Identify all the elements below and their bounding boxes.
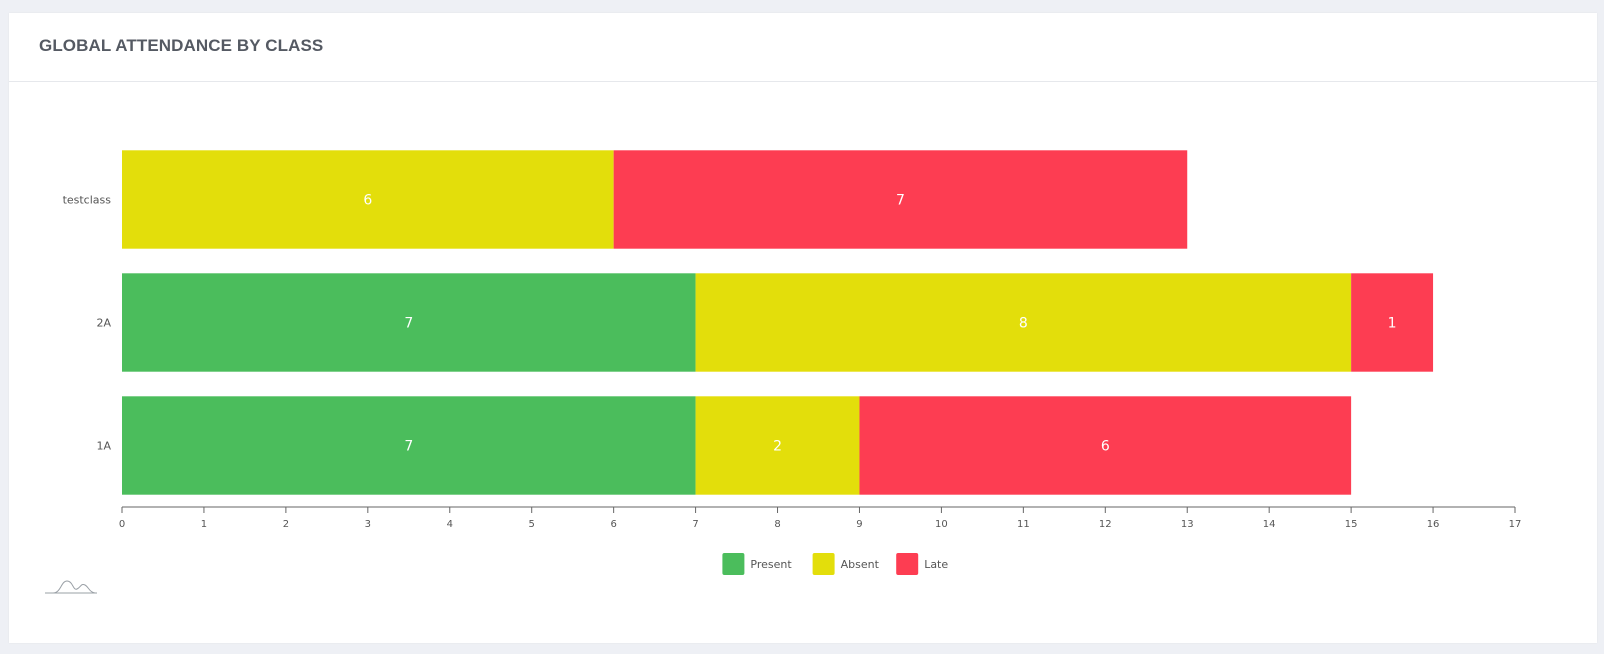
- category-label-testclass: testclass: [63, 194, 112, 207]
- x-tick-label-0: 0: [119, 519, 125, 530]
- bar-1A-present: [122, 396, 696, 495]
- legend-label-late: Late: [924, 558, 948, 571]
- x-tick-label-6: 6: [610, 519, 616, 530]
- legend-swatch-present: [722, 553, 745, 575]
- data-label-1A-absent: 2: [773, 439, 782, 455]
- card-header: GLOBAL ATTENDANCE BY CLASS: [9, 13, 1597, 82]
- data-label-2A-late: 1: [1388, 316, 1397, 332]
- bar-2A-present: [122, 273, 696, 372]
- x-tick-label-8: 8: [774, 519, 780, 530]
- bar-1A-late: [859, 396, 1352, 495]
- x-tick-label-14: 14: [1263, 519, 1276, 530]
- data-label-testclass-absent: 6: [363, 193, 372, 209]
- bar-testclass-absent: [122, 150, 614, 249]
- x-tick-label-7: 7: [692, 519, 698, 530]
- bar-2A-absent: [695, 273, 1352, 372]
- x-tick-label-1: 1: [201, 519, 207, 530]
- category-label-1A: 1A: [96, 440, 111, 453]
- x-tick-label-3: 3: [365, 519, 371, 530]
- x-tick-label-15: 15: [1345, 519, 1358, 530]
- x-tick-label-2: 2: [283, 519, 289, 530]
- x-tick-label-9: 9: [856, 519, 862, 530]
- legend-label-present: Present: [750, 558, 792, 571]
- attendance-card: GLOBAL ATTENDANCE BY CLASS testclass 6 7 2A…: [9, 13, 1597, 643]
- bar-testclass-late: [613, 150, 1188, 249]
- attendance-chart: testclass 6 72A 7 8 11A 7 2 60 1 2 3 4 5 6 7 8 9 10 11 12 13 1…: [45, 150, 1522, 594]
- data-label-1A-late: 6: [1101, 439, 1110, 455]
- data-label-2A-absent: 8: [1019, 316, 1028, 332]
- legend-label-absent: Absent: [841, 558, 880, 571]
- x-tick-label-11: 11: [1017, 519, 1030, 530]
- x-tick-label-5: 5: [529, 519, 535, 530]
- x-tick-label-12: 12: [1099, 519, 1112, 530]
- x-tick-label-13: 13: [1181, 519, 1194, 530]
- x-tick-label-4: 4: [447, 519, 453, 530]
- legend-swatch-late: [896, 553, 919, 575]
- data-label-testclass-late: 7: [896, 193, 905, 209]
- x-tick-label-16: 16: [1427, 519, 1440, 530]
- bar-2A-late: [1351, 273, 1434, 372]
- page-title: GLOBAL ATTENDANCE BY CLASS: [39, 36, 324, 55]
- category-label-2A: 2A: [96, 317, 111, 330]
- legend-swatch-absent: [812, 553, 835, 575]
- bar-1A-absent: [695, 396, 860, 495]
- chart-logo-icon: [45, 580, 98, 594]
- x-tick-label-10: 10: [935, 519, 948, 530]
- data-label-1A-present: 7: [404, 439, 413, 455]
- x-tick-label-17: 17: [1509, 519, 1522, 530]
- data-label-2A-present: 7: [404, 316, 413, 332]
